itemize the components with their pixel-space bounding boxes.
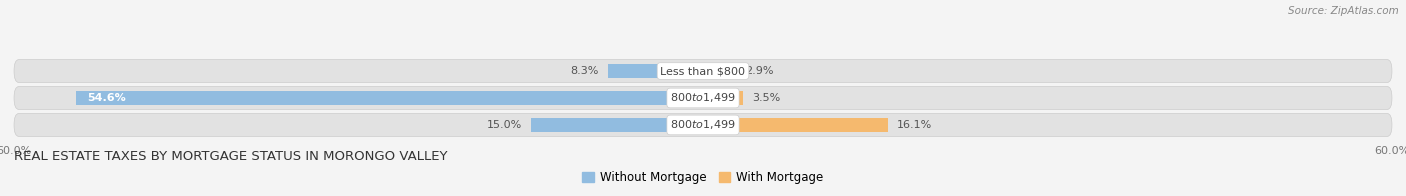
Text: 15.0%: 15.0% xyxy=(486,120,522,130)
Text: 54.6%: 54.6% xyxy=(87,93,127,103)
Bar xyxy=(703,64,737,78)
FancyBboxPatch shape xyxy=(14,87,1392,109)
Text: 3.5%: 3.5% xyxy=(752,93,780,103)
Text: REAL ESTATE TAXES BY MORTGAGE STATUS IN MORONGO VALLEY: REAL ESTATE TAXES BY MORTGAGE STATUS IN … xyxy=(14,150,447,163)
FancyBboxPatch shape xyxy=(14,60,1392,83)
FancyBboxPatch shape xyxy=(14,113,1392,136)
Text: 16.1%: 16.1% xyxy=(897,120,932,130)
Bar xyxy=(76,91,703,105)
Text: Source: ZipAtlas.com: Source: ZipAtlas.com xyxy=(1288,6,1399,16)
Bar xyxy=(607,64,703,78)
Bar xyxy=(703,91,744,105)
Text: $800 to $1,499: $800 to $1,499 xyxy=(671,118,735,132)
Text: Less than $800: Less than $800 xyxy=(661,66,745,76)
Bar xyxy=(531,118,703,132)
Text: 2.9%: 2.9% xyxy=(745,66,773,76)
Bar xyxy=(703,118,887,132)
Text: 8.3%: 8.3% xyxy=(571,66,599,76)
Legend: Without Mortgage, With Mortgage: Without Mortgage, With Mortgage xyxy=(578,166,828,189)
Text: $800 to $1,499: $800 to $1,499 xyxy=(671,92,735,104)
